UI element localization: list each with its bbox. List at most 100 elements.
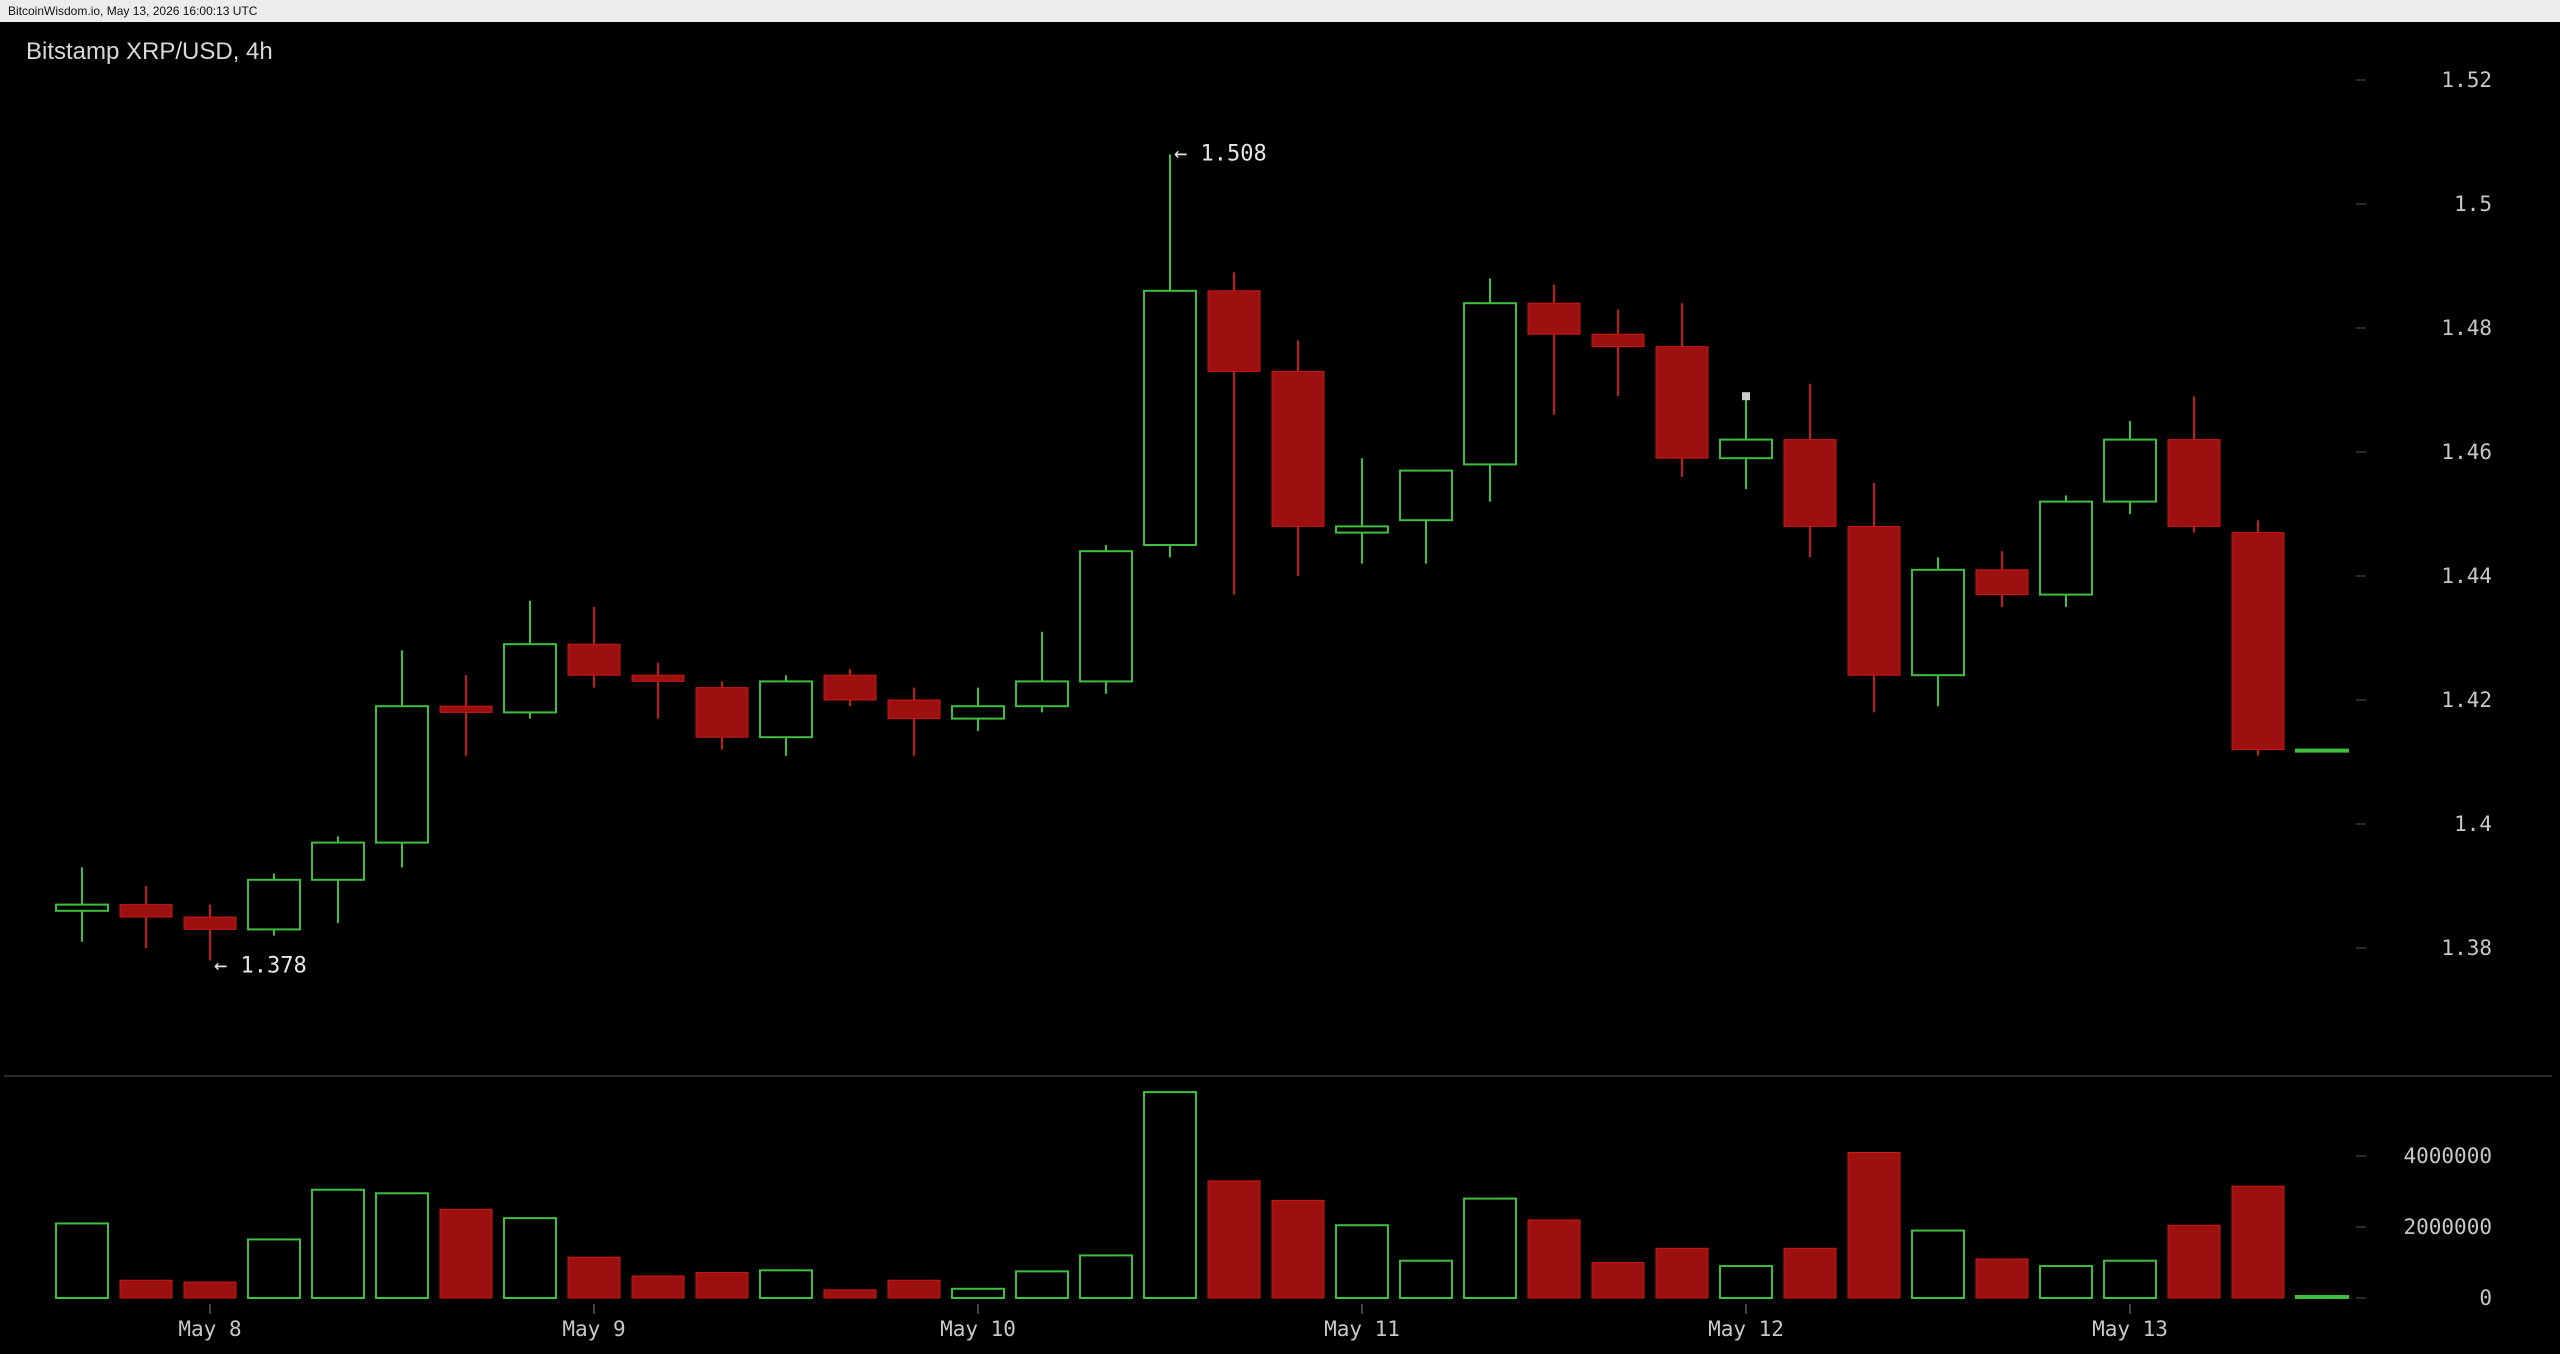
candle-body xyxy=(1207,290,1261,372)
candle xyxy=(1783,383,1837,558)
volume-bar xyxy=(375,1192,429,1300)
volume-bar xyxy=(1015,1270,1069,1299)
candle-body xyxy=(439,705,493,713)
candle-body xyxy=(823,674,877,701)
volume-bar xyxy=(887,1279,941,1299)
candle xyxy=(1271,340,1325,576)
axis-layer: 1.38 1.4 1.42 1.44 1.46 1.48 1.5 1.52 0 2000000 40… xyxy=(4,68,2552,1341)
candle xyxy=(1207,272,1261,595)
candle xyxy=(311,836,365,924)
candle xyxy=(1591,309,1645,397)
volume-bar xyxy=(2103,1259,2157,1299)
annotation-layer: ← 1.508 ← 1.378 xyxy=(214,141,1750,978)
candle-body xyxy=(247,878,301,931)
marker-square xyxy=(1742,392,1750,401)
volume-bar xyxy=(1783,1247,1837,1299)
candle xyxy=(1911,557,1965,707)
candle xyxy=(695,681,749,750)
volume-y-tick-label: 4000000 xyxy=(2403,1144,2492,1168)
volume-y-tick-label: 0 xyxy=(2479,1286,2492,1310)
volume-bar xyxy=(1847,1151,1901,1299)
volume-bar xyxy=(951,1287,1005,1300)
candle-body xyxy=(887,699,941,720)
volume-bar xyxy=(2231,1185,2285,1299)
candle-body xyxy=(1399,469,1453,522)
candle xyxy=(2039,495,2093,607)
candle-body xyxy=(375,705,429,844)
watermark-text: BitcoinWisdom.io, May 13, 2026 16:00:13 … xyxy=(8,4,258,18)
volume-bar xyxy=(119,1279,173,1299)
candle-body xyxy=(1079,550,1133,683)
candle xyxy=(887,687,941,756)
volume-bar xyxy=(439,1208,493,1299)
chart-title: Bitstamp XRP/USD, 4h xyxy=(26,38,273,65)
candle xyxy=(183,904,237,961)
candle xyxy=(375,650,429,868)
y-tick-label: 1.52 xyxy=(2441,68,2492,92)
x-tick-label: May 9 xyxy=(562,1317,625,1341)
candle xyxy=(1015,631,1069,713)
candle-body xyxy=(1783,439,1837,527)
volume-bar xyxy=(631,1275,685,1299)
candle xyxy=(2295,748,2349,753)
price-annotation: ← 1.508 xyxy=(1174,141,1267,166)
candle xyxy=(631,662,685,719)
candle-body xyxy=(1143,289,1197,546)
volume-bar xyxy=(1271,1199,1325,1299)
candle-body xyxy=(503,643,557,714)
candle xyxy=(2167,396,2221,533)
volume-bar xyxy=(1591,1262,1645,1299)
volume-bar xyxy=(503,1217,557,1299)
candle-body xyxy=(311,841,365,881)
candle xyxy=(247,873,301,936)
candle xyxy=(503,600,557,719)
y-tick-label: 1.4 xyxy=(2454,812,2492,836)
volume-bar xyxy=(1335,1224,1389,1299)
candle-body xyxy=(1591,333,1645,348)
y-tick-label: 1.38 xyxy=(2441,936,2492,960)
volume-bar xyxy=(823,1289,877,1299)
x-tick-label: May 11 xyxy=(1324,1317,1400,1341)
candle-body xyxy=(2295,748,2349,753)
y-tick-label: 1.48 xyxy=(2441,316,2492,340)
candle-body xyxy=(2167,439,2221,527)
volume-bar xyxy=(311,1188,365,1299)
volume-bar xyxy=(183,1281,237,1299)
candle-body xyxy=(1847,525,1901,676)
candle-body xyxy=(1463,302,1517,466)
candle-body xyxy=(1719,438,1773,460)
candle xyxy=(951,687,1005,731)
volume-bar xyxy=(1975,1258,2029,1299)
candle xyxy=(119,886,173,948)
volume-bar xyxy=(1463,1197,1517,1299)
volume-bar xyxy=(55,1222,109,1299)
volume-bar xyxy=(1655,1247,1709,1299)
candle-body xyxy=(695,687,749,738)
candle-body xyxy=(55,903,109,912)
candle xyxy=(1719,396,1773,490)
candle-body xyxy=(119,904,173,918)
candle xyxy=(567,607,621,688)
volume-layer xyxy=(55,1091,2349,1300)
y-tick-label: 1.46 xyxy=(2441,440,2492,464)
candle xyxy=(55,867,109,942)
volume-bar xyxy=(1527,1219,1581,1299)
candle xyxy=(2103,421,2157,514)
price-chart[interactable]: Bitstamp XRP/USD, 4h 1.38 1.4 1.42 1.44 1.46… xyxy=(4,24,2552,1346)
top-bar: BitcoinWisdom.io, May 13, 2026 16:00:13 … xyxy=(0,0,2560,22)
candle xyxy=(759,675,813,756)
volume-bar xyxy=(2295,1295,2349,1299)
volume-bar xyxy=(1399,1259,1453,1299)
x-tick-label: May 10 xyxy=(940,1317,1016,1341)
chart-frame: Bitstamp XRP/USD, 4h 1.38 1.4 1.42 1.44 1.46… xyxy=(4,24,2552,1346)
volume-bar xyxy=(247,1238,301,1300)
price-annotation: ← 1.378 xyxy=(214,953,307,978)
candle xyxy=(2231,520,2285,756)
candle xyxy=(1079,545,1133,694)
volume-bar xyxy=(695,1271,749,1299)
candle-body xyxy=(1335,525,1389,534)
candle-body xyxy=(2039,500,2093,596)
candle-body xyxy=(1975,569,2029,596)
x-tick-label: May 12 xyxy=(1708,1317,1784,1341)
candle-body xyxy=(1271,370,1325,527)
